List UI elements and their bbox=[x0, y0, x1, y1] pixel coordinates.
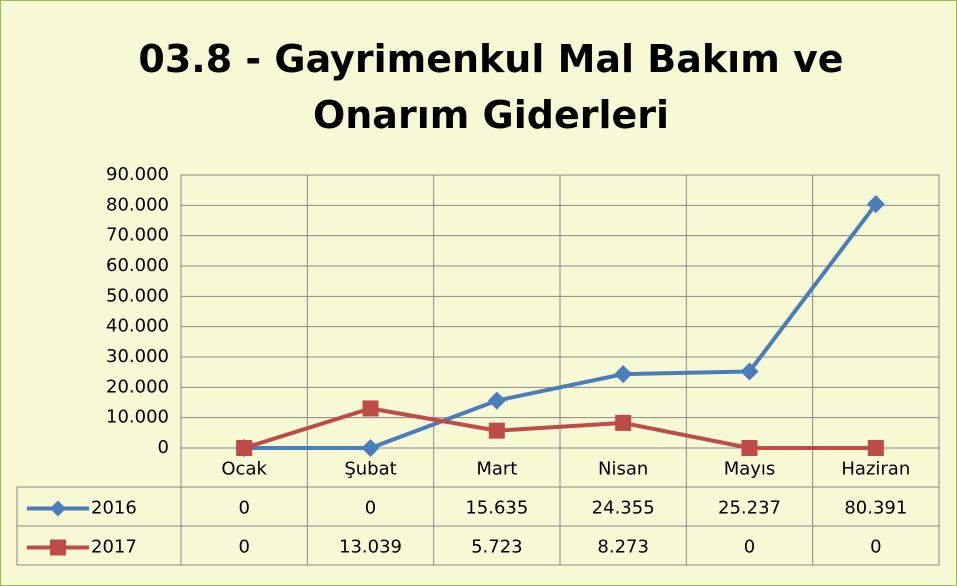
category-label: Ocak bbox=[221, 459, 267, 480]
table-value: 0 bbox=[238, 537, 249, 558]
category-label: Nisan bbox=[598, 459, 648, 480]
y-tick-label: 60.000 bbox=[106, 255, 169, 276]
y-tick-label: 80.000 bbox=[106, 194, 169, 215]
point bbox=[362, 400, 379, 417]
table-value: 0 bbox=[744, 537, 755, 558]
table-value: 5.723 bbox=[471, 537, 523, 558]
category-label: Mayıs bbox=[724, 459, 776, 480]
table-value: 13.039 bbox=[339, 537, 402, 558]
point bbox=[615, 414, 632, 431]
y-tick-label: 10.000 bbox=[106, 407, 169, 428]
point bbox=[361, 439, 380, 457]
legend-marker bbox=[50, 539, 66, 556]
table-value: 0 bbox=[238, 498, 249, 519]
y-tick-label: 90.000 bbox=[106, 164, 169, 185]
table-value: 25.237 bbox=[718, 498, 781, 519]
table-value: 15.635 bbox=[465, 498, 528, 519]
table-value: 8.273 bbox=[597, 537, 649, 558]
point bbox=[487, 391, 506, 410]
y-tick-label: 70.000 bbox=[106, 225, 169, 246]
point bbox=[867, 440, 884, 456]
y-tick-label: 50.000 bbox=[106, 285, 169, 306]
table-value: 24.355 bbox=[592, 498, 655, 519]
y-tick-label: 40.000 bbox=[106, 316, 169, 337]
legend-label: 2017 bbox=[91, 537, 137, 558]
y-tick-label: 0 bbox=[158, 437, 169, 458]
legend-label: 2016 bbox=[91, 498, 137, 519]
point bbox=[488, 422, 505, 439]
line bbox=[243, 406, 876, 450]
legend-marker bbox=[50, 500, 66, 517]
table-value: 0 bbox=[365, 498, 376, 519]
chart-title: 03.8 - Gayrimenkul Mal Bakım ve Onarım G… bbox=[138, 37, 844, 137]
category-label: Mart bbox=[476, 459, 517, 480]
y-tick-label: 20.000 bbox=[106, 376, 169, 397]
point bbox=[740, 362, 759, 381]
point bbox=[236, 440, 253, 456]
point bbox=[866, 195, 885, 214]
table-value: 0 bbox=[870, 537, 881, 558]
y-tick-label: 30.000 bbox=[106, 346, 169, 367]
line bbox=[244, 202, 878, 450]
table-value: 80.391 bbox=[844, 498, 907, 519]
category-label: Haziran bbox=[841, 459, 910, 480]
point bbox=[614, 365, 633, 384]
point bbox=[741, 440, 758, 456]
category-label: Şubat bbox=[344, 459, 396, 480]
